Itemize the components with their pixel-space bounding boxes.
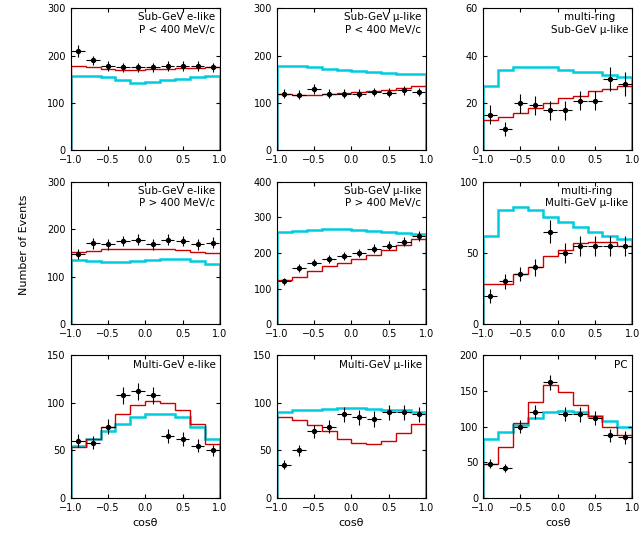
Text: Sub-GeV μ-like
P < 400 MeV/c: Sub-GeV μ-like P < 400 MeV/c bbox=[344, 13, 422, 35]
Text: Sub-GeV e-like
P > 400 MeV/c: Sub-GeV e-like P > 400 MeV/c bbox=[139, 186, 216, 208]
Text: multi-ring
Multi-GeV μ-like: multi-ring Multi-GeV μ-like bbox=[545, 186, 628, 208]
Text: Sub-GeV μ-like
P > 400 MeV/c: Sub-GeV μ-like P > 400 MeV/c bbox=[344, 186, 422, 208]
Text: PC: PC bbox=[614, 360, 628, 370]
X-axis label: cosθ: cosθ bbox=[339, 518, 364, 528]
X-axis label: cosθ: cosθ bbox=[133, 518, 158, 528]
Text: Multi-GeV e-like: Multi-GeV e-like bbox=[133, 360, 216, 370]
Text: multi-ring
Sub-GeV μ-like: multi-ring Sub-GeV μ-like bbox=[550, 13, 628, 35]
Text: Sub-GeV e-like
P < 400 MeV/c: Sub-GeV e-like P < 400 MeV/c bbox=[139, 13, 216, 35]
Text: Multi-GeV μ-like: Multi-GeV μ-like bbox=[338, 360, 422, 370]
X-axis label: cosθ: cosθ bbox=[545, 518, 570, 528]
Text: Number of Events: Number of Events bbox=[19, 195, 30, 295]
